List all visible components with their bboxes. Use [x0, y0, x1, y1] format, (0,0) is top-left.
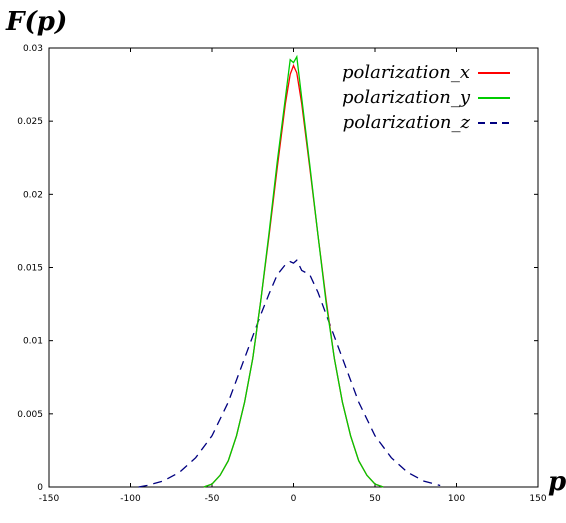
y-tick-label: 0.02 [23, 190, 43, 200]
y-axis-title: F(p) [5, 7, 67, 37]
y-tick-label: 0.03 [23, 44, 43, 54]
y-tick-label: 0.015 [17, 264, 43, 274]
legend-label-polarization-z: polarization_z [343, 112, 471, 133]
x-tick-label: 50 [369, 494, 381, 504]
x-tick-label: 150 [529, 494, 546, 504]
y-tick-label: 0.025 [17, 117, 43, 127]
x-tick-label: -100 [120, 494, 141, 504]
x-tick-label: -150 [39, 494, 60, 504]
x-tick-label: -50 [205, 494, 220, 504]
x-axis-title: p [548, 467, 566, 497]
y-tick-label: 0.005 [17, 410, 43, 420]
x-tick-label: 100 [448, 494, 465, 504]
legend-label-polarization-x: polarization_x [342, 62, 470, 83]
series-line-polarization-y [203, 54, 384, 488]
x-tick-label: 0 [291, 494, 297, 504]
y-tick-label: 0.01 [23, 337, 43, 347]
y-tick-label: 0 [37, 483, 43, 493]
legend-label-polarization-y: polarization_y [342, 87, 471, 108]
series-line-polarization-z [138, 259, 441, 488]
